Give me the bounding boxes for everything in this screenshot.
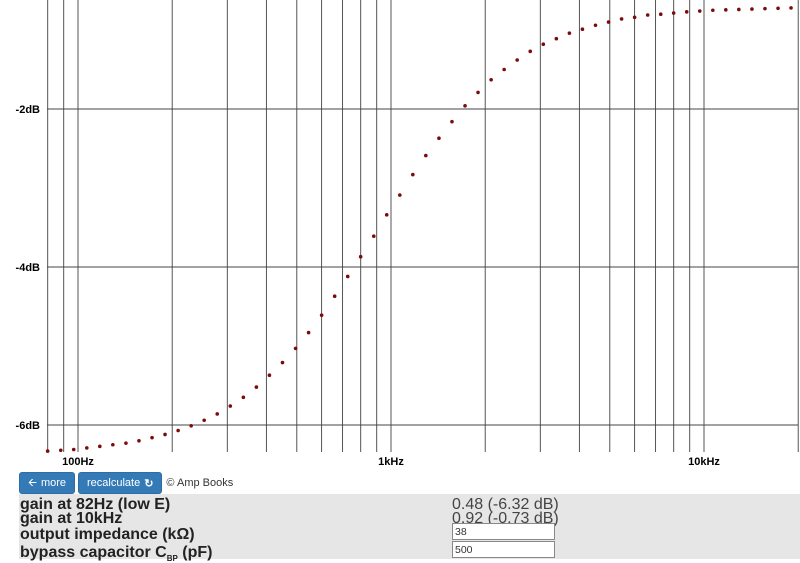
data-point — [85, 446, 89, 450]
data-point — [502, 67, 506, 72]
data-point — [267, 373, 272, 378]
data-point — [737, 7, 741, 12]
data-point — [137, 439, 141, 443]
data-point — [789, 6, 793, 10]
data-point — [293, 346, 298, 351]
y-tick-label: -2dB — [16, 104, 41, 116]
data-point — [111, 442, 115, 447]
impedance-label: output impedance (kΩ) — [20, 526, 195, 543]
data-point — [476, 90, 480, 95]
data-point — [202, 418, 206, 423]
data-point — [150, 435, 154, 440]
data-point — [58, 448, 63, 453]
data-point — [619, 17, 624, 21]
bypass-label-main: bypass capacitor C — [20, 544, 167, 561]
y-tick-label: -6dB — [16, 420, 41, 432]
data-point — [554, 36, 559, 41]
data-point — [567, 31, 572, 35]
results-panel: gain at 82Hz (low E) 0.48 (-6.32 dB) gai… — [19, 494, 800, 563]
more-label: more — [40, 477, 66, 489]
recalculate-label: recalculate — [87, 477, 141, 489]
data-point — [515, 58, 519, 62]
gain-low-label: gain at 82Hz (low E) — [20, 496, 171, 513]
data-point — [176, 428, 180, 433]
data-point — [254, 385, 259, 389]
data-point — [371, 234, 376, 238]
data-point — [215, 412, 220, 416]
data-point — [697, 9, 702, 13]
data-point — [724, 8, 728, 12]
x-tick-label: 10kHz — [688, 456, 720, 468]
gain-high-label: gain at 10kHz — [20, 510, 123, 527]
data-point — [684, 10, 689, 14]
data-point — [541, 42, 546, 47]
data-point — [450, 119, 454, 124]
data-point — [241, 395, 246, 400]
gain-low-value: 0.48 (-6.32 dB) — [452, 496, 559, 513]
data-point — [776, 6, 780, 11]
data-point — [345, 274, 350, 279]
data-point — [358, 254, 363, 259]
frequency-response-chart: -2dB -4dB -6dB 100Hz 1kHz 10kHz — [16, 0, 799, 468]
data-point — [71, 447, 76, 452]
data-point — [593, 23, 598, 28]
recalculate-button[interactable]: recalculate ↻ — [78, 472, 163, 494]
data-point — [319, 313, 324, 317]
x-tick-label: 100Hz — [62, 456, 94, 468]
data-point — [750, 7, 754, 11]
bypass-input[interactable] — [452, 541, 555, 558]
copyright: © Amp Books — [166, 477, 234, 489]
data-point — [658, 12, 663, 16]
data-point — [489, 77, 493, 82]
more-button[interactable]: 🡨 more — [19, 472, 75, 494]
arrow-left-icon: 🡨 — [28, 476, 37, 489]
data-point — [645, 13, 650, 17]
data-point — [711, 8, 715, 13]
data-point — [384, 213, 389, 217]
impedance-input[interactable] — [452, 523, 555, 540]
data-point — [463, 104, 467, 108]
bypass-label-unit: (pF) — [177, 544, 213, 561]
x-tick-label: 1kHz — [378, 456, 404, 468]
gain-high-value: 0.92 (-0.73 dB) — [452, 510, 559, 527]
data-point — [580, 27, 585, 32]
data-point — [306, 330, 311, 335]
bypass-label: bypass capacitor CBP (pF) — [20, 544, 213, 563]
data-point — [763, 6, 767, 11]
data-point — [332, 294, 337, 299]
data-point — [671, 11, 676, 15]
data-point — [424, 153, 428, 158]
data-point — [45, 449, 50, 453]
data-point — [437, 136, 441, 141]
data-point — [163, 432, 167, 437]
data-point — [398, 193, 402, 197]
data-point — [189, 423, 193, 428]
data-point — [98, 444, 102, 449]
refresh-icon: ↻ — [144, 477, 154, 490]
data-point — [228, 404, 233, 408]
y-tick-label: -4dB — [16, 262, 41, 274]
data-point — [632, 15, 637, 20]
data-point — [411, 172, 415, 177]
data-point — [528, 49, 533, 54]
data-point — [606, 20, 611, 24]
data-point — [280, 360, 285, 365]
data-point — [124, 441, 128, 445]
